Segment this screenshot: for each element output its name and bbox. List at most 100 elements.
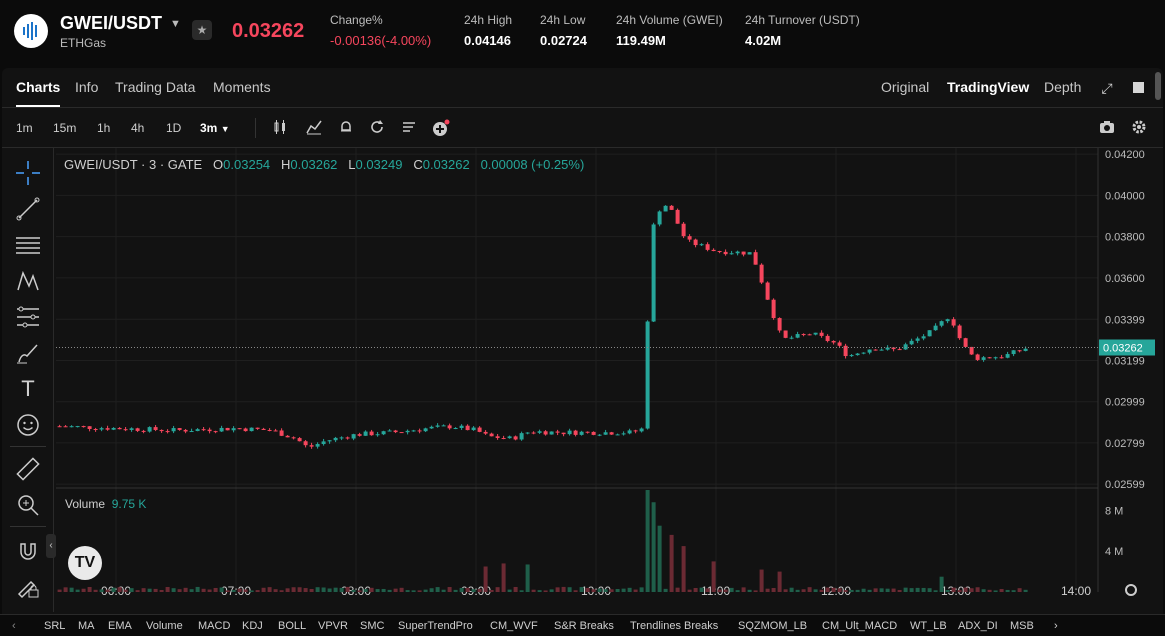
- fib-icon[interactable]: [15, 304, 41, 330]
- candle-body: [261, 428, 266, 430]
- tf-1d[interactable]: 1D: [166, 121, 182, 135]
- scroll-right-icon[interactable]: ›: [1054, 620, 1058, 632]
- lock-drawing-icon[interactable]: [15, 574, 41, 600]
- candle-body: [561, 432, 566, 435]
- candle-body: [675, 209, 680, 224]
- candle-body: [777, 318, 782, 331]
- symbol-selector[interactable]: GWEI/USDT ▼: [60, 13, 181, 34]
- candle-body: [477, 427, 482, 432]
- candle-body: [705, 244, 710, 250]
- indicator-volume[interactable]: Volume: [146, 620, 183, 632]
- indicator-srl[interactable]: SRL: [44, 620, 66, 632]
- emoji-icon[interactable]: [15, 412, 41, 438]
- candle-type-icon[interactable]: [271, 119, 289, 137]
- tab-charts[interactable]: Charts: [16, 79, 61, 107]
- pattern-icon[interactable]: [15, 268, 41, 294]
- add-indicator-icon[interactable]: [432, 119, 450, 137]
- tf-1m[interactable]: 1m: [16, 121, 33, 135]
- stat-label: 24h High: [464, 13, 513, 27]
- tab-moments[interactable]: Moments: [213, 79, 271, 95]
- volume-bar: [279, 590, 284, 592]
- price-chart[interactable]: 0.04200 0.04000 0.03800 0.03600 0.03399 0.031…: [56, 148, 1165, 596]
- refresh-icon[interactable]: [368, 119, 386, 137]
- price-axis-label: 0.03199: [1105, 355, 1145, 367]
- tab-info[interactable]: Info: [75, 79, 99, 95]
- candle-body: [951, 319, 956, 326]
- candle-body: [939, 321, 944, 326]
- volume-bar: [999, 589, 1004, 592]
- expand-icon[interactable]: ⤢: [1101, 80, 1113, 96]
- volume-bar: [489, 589, 494, 592]
- zoom-in-icon[interactable]: [15, 492, 41, 518]
- brush-icon[interactable]: [15, 340, 41, 366]
- indicator-trendlines-breaks[interactable]: Trendlines Breaks: [630, 620, 719, 632]
- indicator-wt-lb[interactable]: WT_LB: [910, 620, 947, 632]
- candle-body: [147, 427, 152, 432]
- magnet-icon[interactable]: [15, 538, 41, 564]
- indicator-cm-ult-macd[interactable]: CM_Ult_MACD: [822, 620, 898, 632]
- indicator-kdj[interactable]: KDJ: [242, 620, 263, 632]
- volume-bar: [393, 588, 398, 592]
- tf-3m[interactable]: 3m ▼: [200, 121, 230, 135]
- volume-bar: [747, 589, 752, 592]
- volume-bar: [273, 589, 278, 592]
- volume-bar: [729, 587, 734, 592]
- ruler-icon[interactable]: [15, 456, 41, 482]
- settings-gear-icon[interactable]: [1130, 119, 1148, 137]
- candle-body: [387, 430, 392, 432]
- indicators-icon[interactable]: [305, 119, 323, 137]
- view-original[interactable]: Original: [881, 79, 930, 95]
- indicator-adx-di[interactable]: ADX_DI: [958, 620, 998, 632]
- volume-bar: [1005, 589, 1010, 592]
- scroll-left-icon[interactable]: ‹: [12, 620, 16, 632]
- horizontal-lines-icon[interactable]: [15, 232, 41, 258]
- volume-bar: [171, 588, 176, 592]
- volume-bar: [687, 589, 692, 592]
- indicator-msb[interactable]: MSB: [1010, 620, 1034, 632]
- volume-bar: [141, 588, 146, 592]
- candle-body: [441, 425, 446, 427]
- candle-body: [411, 430, 416, 432]
- candle-body: [1023, 348, 1028, 351]
- indicator-vpvr[interactable]: VPVR: [318, 620, 348, 632]
- scrollbar[interactable]: [1155, 72, 1161, 100]
- indicator-smc[interactable]: SMC: [360, 620, 385, 632]
- stat-label: 24h Volume (GWEI): [616, 13, 723, 27]
- favorite-star-button[interactable]: ★: [192, 20, 212, 40]
- volume-bar: [633, 589, 638, 592]
- volume-bar: [555, 587, 560, 592]
- indicator-supertrendpro[interactable]: SuperTrendPro: [398, 620, 473, 632]
- tf-15m[interactable]: 15m: [53, 121, 77, 135]
- camera-icon[interactable]: [1098, 119, 1116, 137]
- indicator-ma[interactable]: MA: [78, 620, 95, 632]
- candle-body: [987, 357, 992, 359]
- indicator-ema[interactable]: EMA: [108, 620, 132, 632]
- tradingview-logo[interactable]: TV: [68, 546, 102, 580]
- volume-bar: [351, 589, 356, 592]
- collapse-sidebar-button[interactable]: ‹: [46, 534, 56, 558]
- legend-c-label: C: [413, 157, 423, 172]
- volume-bar: [165, 587, 170, 592]
- view-depth[interactable]: Depth: [1044, 79, 1082, 95]
- volume-bar: [495, 587, 500, 592]
- indicator-boll[interactable]: BOLL: [278, 620, 307, 632]
- alert-icon[interactable]: [337, 119, 355, 137]
- candle-body: [759, 264, 764, 283]
- indicator-cm-wvf[interactable]: CM_WVF: [490, 620, 538, 632]
- tf-1h[interactable]: 1h: [97, 121, 111, 135]
- template-icon[interactable]: [400, 119, 418, 137]
- tf-4h[interactable]: 4h: [131, 121, 145, 135]
- candle-body: [711, 249, 716, 252]
- trend-line-icon[interactable]: [15, 196, 41, 222]
- volume-bar: [795, 589, 800, 592]
- crosshair-icon[interactable]: [15, 160, 41, 186]
- indicator-s-r-breaks[interactable]: S&R Breaks: [554, 620, 614, 632]
- tab-trading-data[interactable]: Trading Data: [115, 79, 196, 95]
- candle-body: [243, 428, 248, 432]
- fullscreen-icon[interactable]: [1133, 82, 1144, 93]
- text-tool-icon[interactable]: T: [21, 376, 35, 401]
- candle-body: [273, 430, 278, 432]
- indicator-macd[interactable]: MACD: [198, 620, 231, 632]
- view-tradingview[interactable]: TradingView: [947, 79, 1030, 95]
- indicator-sqzmom-lb[interactable]: SQZMOM_LB: [738, 620, 808, 632]
